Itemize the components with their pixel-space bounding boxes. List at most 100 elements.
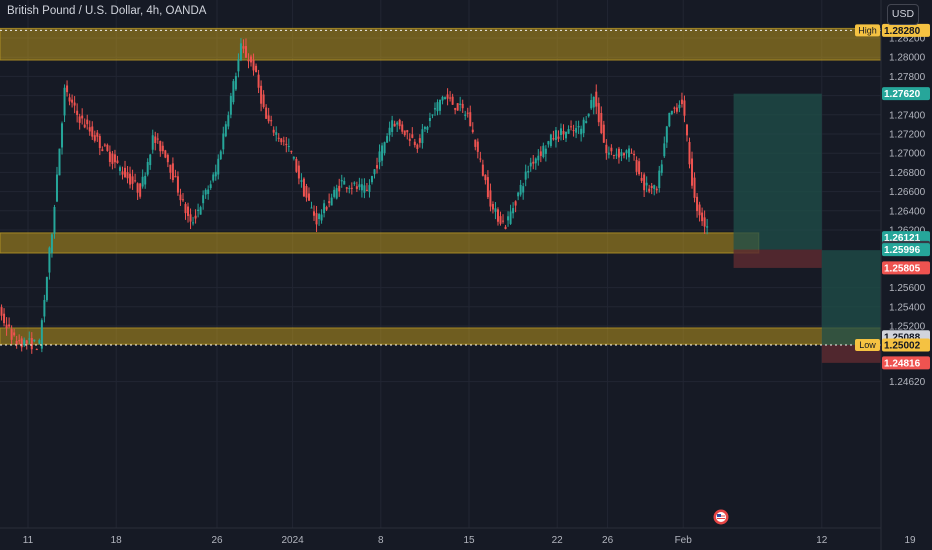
candle-body: [328, 201, 331, 204]
currency-button[interactable]: USD: [887, 4, 919, 25]
candle-body: [413, 141, 416, 146]
candle-body: [645, 182, 648, 186]
candle-body: [678, 104, 681, 109]
y-tick-label: 1.27400: [889, 110, 926, 121]
candle-body: [159, 141, 162, 152]
candle-body: [320, 214, 323, 221]
candle-body: [496, 209, 499, 222]
candle-body: [577, 126, 580, 128]
candle-body: [93, 135, 96, 141]
candle-body: [38, 340, 41, 344]
price-tag-bg: [855, 24, 880, 37]
candle-body: [68, 97, 71, 102]
candle-body: [391, 120, 394, 132]
candle-body: [209, 184, 212, 189]
candle-body: [146, 161, 149, 175]
candle-body: [58, 148, 61, 176]
candle-body: [300, 180, 303, 182]
candle-body: [668, 112, 671, 127]
y-tick-label: 1.27800: [889, 72, 926, 83]
candle-body: [703, 217, 706, 227]
candle-body: [166, 154, 169, 163]
candle-body: [534, 158, 537, 164]
candle-body: [171, 163, 174, 181]
price-label-bg: [882, 338, 930, 352]
candle-body: [524, 171, 527, 180]
candle-body: [229, 95, 232, 115]
candle-body: [451, 96, 454, 105]
candle-body: [517, 192, 520, 197]
candle-body: [139, 183, 142, 197]
candle-body: [161, 145, 164, 152]
candle-body: [305, 186, 308, 198]
candle-body: [360, 184, 363, 191]
price-label-bg: [882, 243, 930, 257]
candle-body: [50, 234, 53, 253]
candle-body: [350, 187, 353, 189]
candle-body: [454, 108, 457, 110]
candle-body: [129, 173, 132, 185]
high-tag: High: [858, 25, 877, 35]
candle-body: [310, 207, 313, 209]
x-tick-label: Feb: [675, 535, 693, 546]
candle-body: [28, 338, 31, 340]
x-tick-label: 26: [602, 535, 614, 546]
candle-body: [43, 300, 46, 317]
candle-body: [612, 154, 615, 156]
price-tag-bg: [855, 339, 880, 352]
y-tick-label: 1.27000: [889, 149, 926, 160]
candle-body: [285, 143, 288, 146]
candle-body: [653, 185, 656, 189]
chart-title: British Pound / U.S. Dollar, 4h, OANDA: [7, 5, 207, 17]
candle-body: [401, 124, 404, 132]
y-tick-label: 1.26200: [889, 226, 926, 237]
candle-body: [88, 127, 91, 132]
y-tick-label: 1.24620: [889, 377, 926, 388]
candle-body: [134, 180, 137, 182]
candle-body: [35, 349, 38, 351]
candle-body: [431, 114, 434, 116]
price-label: 1.25088: [884, 332, 921, 343]
candle-body: [103, 144, 106, 146]
candle-body: [255, 65, 258, 73]
candle-body: [318, 214, 321, 220]
candle-body: [620, 152, 623, 156]
candle-body: [151, 135, 154, 150]
candle-body: [184, 204, 187, 214]
candle-body: [217, 158, 220, 175]
candle-body: [282, 140, 285, 142]
candle-body: [471, 129, 474, 133]
candle-body: [386, 136, 389, 143]
candle-body: [625, 150, 628, 154]
candle-body: [270, 120, 273, 122]
candle-body: [628, 148, 631, 158]
candle-body: [234, 75, 237, 90]
resistance-zone: [0, 27, 882, 61]
candle-body: [554, 130, 557, 140]
candle-body: [552, 138, 555, 140]
candle-body: [247, 59, 250, 62]
candle-body: [136, 183, 139, 193]
candle-body: [373, 169, 376, 175]
candle-body: [575, 128, 578, 133]
candle-body: [416, 144, 419, 149]
candle-body: [98, 136, 101, 149]
price-label: 1.27620: [884, 89, 921, 100]
candle-body: [330, 197, 333, 206]
candle-body: [358, 184, 361, 188]
candle-body: [368, 185, 371, 192]
candle-body: [615, 154, 618, 156]
candle-body: [630, 152, 633, 154]
candle-body: [436, 102, 439, 112]
candle-body: [237, 59, 240, 72]
candle-body: [507, 216, 510, 221]
candle-body: [292, 156, 295, 159]
candle-body: [461, 103, 464, 109]
candle-body: [363, 185, 366, 193]
y-tick-label: 1.27200: [889, 130, 926, 141]
candle-body: [176, 176, 179, 193]
candle-body: [290, 150, 293, 152]
x-tick-label: 11: [23, 535, 34, 546]
candle-body: [111, 153, 114, 164]
